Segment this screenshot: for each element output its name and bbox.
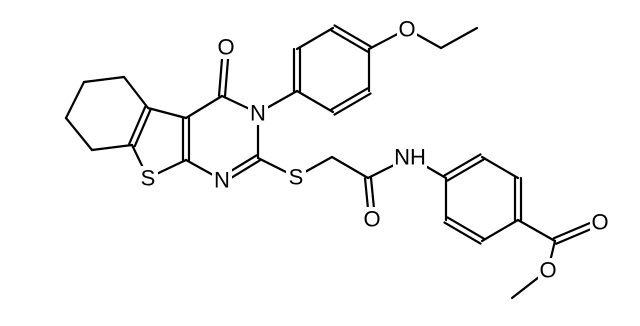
- atom-label: O: [591, 210, 608, 235]
- atom-label: N: [250, 101, 266, 126]
- bond: [122, 75, 150, 110]
- atom-label: S: [289, 165, 304, 190]
- atom-mask: [138, 166, 158, 190]
- atom-mask: [216, 35, 236, 59]
- bond: [64, 80, 86, 120]
- atom-label: S: [141, 166, 156, 191]
- bond: [64, 116, 94, 152]
- bond: [443, 153, 482, 177]
- atom-mask: [590, 210, 610, 234]
- atom-label: O: [539, 258, 556, 283]
- atom-label: O: [398, 17, 415, 42]
- bond: [90, 143, 134, 152]
- bond: [295, 26, 335, 51]
- atom-mask: [393, 145, 427, 169]
- atom-label: NH: [394, 145, 426, 170]
- bond: [480, 155, 520, 180]
- bond: [516, 218, 557, 243]
- atom-label: O: [217, 35, 234, 60]
- bond: [330, 87, 369, 111]
- atom-mask: [538, 258, 558, 282]
- atom-label: N: [214, 168, 230, 193]
- bond: [333, 92, 372, 116]
- bond: [333, 24, 372, 48]
- bond: [330, 155, 370, 180]
- bond: [443, 221, 482, 245]
- atom-mask: [248, 101, 268, 125]
- bond: [480, 218, 520, 243]
- bond: [439, 26, 479, 50]
- bond: [446, 216, 485, 240]
- bond: [82, 75, 126, 84]
- bond: [330, 29, 369, 53]
- bond: [184, 94, 224, 120]
- atom-mask: [397, 17, 417, 41]
- atom-mask: [362, 207, 382, 231]
- bond: [295, 89, 335, 114]
- atom-label: O: [363, 207, 380, 232]
- atom-mask: [212, 168, 232, 192]
- atom-mask: [286, 165, 306, 189]
- bond: [446, 158, 485, 182]
- bond: [133, 108, 152, 148]
- bond: [128, 105, 147, 145]
- bond: [146, 106, 188, 120]
